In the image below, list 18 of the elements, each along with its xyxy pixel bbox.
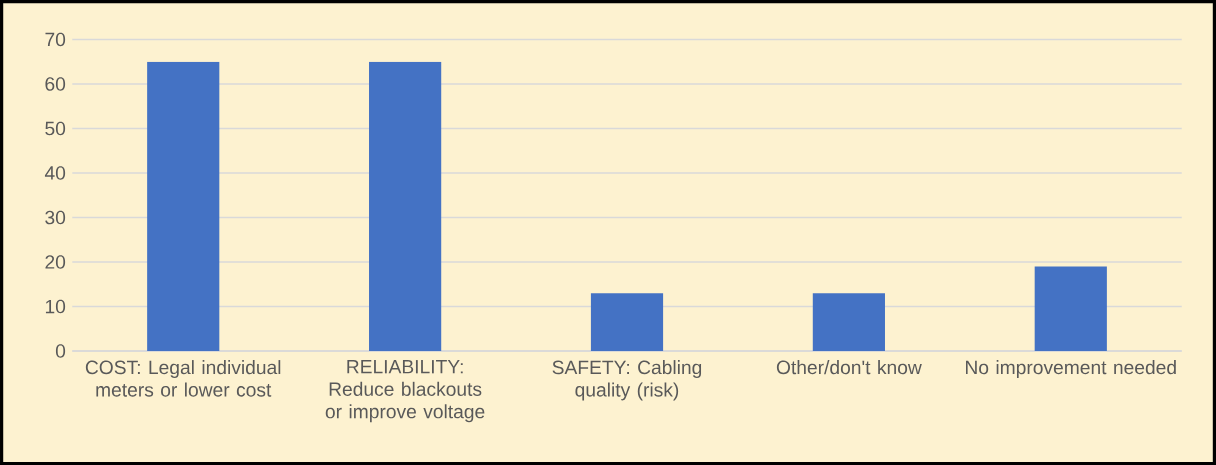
bar [1034, 266, 1107, 351]
bar [812, 293, 885, 351]
y-tick-label: 30 [45, 210, 66, 225]
x-tick-label: RELIABILITY: Reduce blackouts or improve voltage [325, 360, 485, 423]
y-tick-label: 0 [55, 344, 66, 358]
y-tick-label: 40 [44, 166, 66, 180]
y-tick-label: 70 [45, 32, 66, 47]
x-tick-label: COST: Legal individual meters or lower cost [85, 360, 281, 397]
bar [590, 293, 664, 351]
y-tick-label: 10 [45, 299, 66, 314]
bar [147, 61, 220, 351]
y-tick-label: 20 [45, 255, 66, 269]
x-tick-label: Other/don't know [776, 360, 922, 375]
x-tick-label: No improvement needed [966, 360, 1176, 378]
x-tick-label: SAFETY: Cabling quality (risk) [552, 360, 702, 401]
y-tick-label: 50 [45, 121, 66, 136]
y-tick-label: 60 [45, 77, 66, 91]
bar [369, 61, 442, 351]
